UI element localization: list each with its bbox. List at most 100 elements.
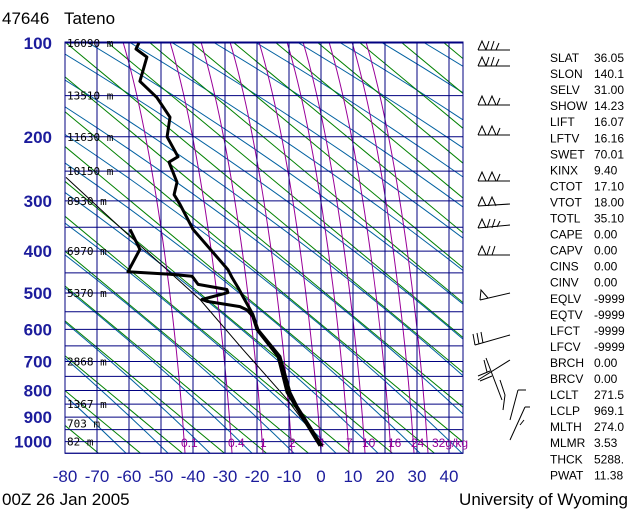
temperature-tick-label: 20 xyxy=(376,467,395,486)
wind-barb-icon xyxy=(472,331,511,346)
index-value: 0.00 xyxy=(594,260,618,274)
pressure-tick-label: 900 xyxy=(24,408,52,427)
moist-adiabat-line xyxy=(65,222,337,453)
plot-border xyxy=(64,41,464,454)
index-label: THCK xyxy=(550,452,583,466)
wind-barb-icon xyxy=(509,389,526,421)
pressure-tick-label: 600 xyxy=(24,320,52,339)
index-label: BRCH xyxy=(550,356,584,370)
index-value: 9.40 xyxy=(594,163,618,177)
index-value: 0.00 xyxy=(594,356,618,370)
temperature-tick-label: 30 xyxy=(408,467,427,486)
mixing-ratio-line xyxy=(258,42,322,453)
pressure-tick-label: 500 xyxy=(24,284,52,303)
temperature-tick-label: 10 xyxy=(344,467,363,486)
dry-adiabat-line xyxy=(274,42,463,199)
index-label: CAPE xyxy=(550,228,583,242)
height-label: 6970 m xyxy=(67,245,107,258)
index-value: 271.5 xyxy=(594,388,624,402)
index-value: 0.00 xyxy=(594,372,618,386)
pressure-axis-labels: 100 200 300 400 500 600 700 800 900 1000 xyxy=(14,34,52,452)
index-value: 11.38 xyxy=(594,468,623,482)
mixing-ratio-label: 24 xyxy=(411,436,425,450)
height-label: 10150 m xyxy=(67,165,114,178)
temperature-tick-label: -50 xyxy=(149,467,174,486)
index-label: CINS xyxy=(550,260,579,274)
wind-barb-icon xyxy=(477,170,510,182)
mixing-ratio-label: 32g/kg xyxy=(432,436,468,450)
temperature-tick-label: 40 xyxy=(440,467,459,486)
sounding-indices: SLAT 36.05 SLON 140.1 SELV 31.00 SHOW 14.23 LIFT… xyxy=(550,51,625,482)
pressure-tick-label: 200 xyxy=(24,128,52,147)
index-label: LFCT xyxy=(550,324,581,338)
dry-adiabat-line xyxy=(190,42,463,269)
moist-adiabat-line xyxy=(254,42,463,178)
moist-adiabat-line xyxy=(65,162,421,453)
index-value: 35.10 xyxy=(594,212,624,226)
wind-barb-icon xyxy=(477,217,511,229)
wind-barb-icon xyxy=(477,55,510,67)
height-label: 1367 m xyxy=(67,398,107,411)
height-label: 16090 m xyxy=(67,37,114,50)
wind-barb-icon xyxy=(477,195,511,207)
pressure-tick-label: 1000 xyxy=(14,433,52,452)
sounding-profiles xyxy=(65,42,324,447)
pressure-tick-label: 700 xyxy=(24,353,52,372)
index-value: 140.1 xyxy=(594,67,624,81)
mixing-ratio-label: 2 xyxy=(289,436,296,450)
index-value: 31.00 xyxy=(594,83,624,97)
station-id: 47646 xyxy=(2,9,49,28)
index-label: LCLT xyxy=(550,388,579,402)
pressure-tick-label: 100 xyxy=(24,34,52,53)
temperature-tick-label: -40 xyxy=(181,467,206,486)
dry-adiabat-line xyxy=(65,320,225,453)
index-value: 0.00 xyxy=(594,244,618,258)
index-value: 5288. xyxy=(594,452,624,466)
height-label: 2868 m xyxy=(67,356,107,369)
dry-adiabat-line xyxy=(65,180,393,453)
mixing-ratio-line xyxy=(169,42,233,453)
mixing-ratio-line xyxy=(302,42,366,453)
wind-barb-icon xyxy=(479,288,511,301)
index-label: BRCV xyxy=(550,372,583,386)
height-labels: 16090 m 13510 m 11630 m 10150 m 8930 m 6970 m… xyxy=(67,37,114,449)
mixing-ratio-line xyxy=(365,42,429,453)
temperature-tick-label: -70 xyxy=(85,467,110,486)
wind-barbs xyxy=(472,39,530,441)
dry-adiabat-line xyxy=(148,42,463,304)
dry-adiabat-line xyxy=(358,42,463,129)
wind-barb-icon xyxy=(477,244,510,256)
moist-adiabat-line xyxy=(170,42,463,239)
mixing-ratio-line xyxy=(200,42,264,453)
height-label: 82 m xyxy=(67,436,94,449)
dry-adiabat-line xyxy=(65,42,463,373)
height-label: 8930 m xyxy=(67,195,107,208)
index-value: 3.53 xyxy=(594,436,618,450)
background-lines xyxy=(65,42,463,453)
observation-time: 00Z 26 Jan 2005 xyxy=(2,490,130,509)
moist-adiabat-line xyxy=(65,133,463,453)
pressure-tick-label: 300 xyxy=(24,192,52,211)
moist-adiabat-line xyxy=(65,106,463,415)
index-label: MLMR xyxy=(550,436,586,450)
index-value: -9999 xyxy=(594,308,625,322)
index-value: 0.00 xyxy=(594,228,618,242)
mixing-ratio-line xyxy=(229,42,293,453)
dewpoint-line xyxy=(126,228,322,447)
index-label: KINX xyxy=(550,163,578,177)
moist-adiabat-line xyxy=(86,42,463,305)
mixing-ratio-label: 16 xyxy=(388,436,402,450)
mixing-ratio-line xyxy=(328,42,392,453)
index-label: SHOW xyxy=(550,99,588,113)
mixing-ratio-label: 1 xyxy=(260,436,267,450)
temperature-tick-label: 0 xyxy=(316,467,325,486)
moist-adiabat-line xyxy=(128,42,463,272)
index-label: CAPV xyxy=(550,244,583,258)
temperature-tick-label: -80 xyxy=(53,467,78,486)
moist-adiabat-line xyxy=(296,42,463,149)
dry-adiabat-line xyxy=(65,111,463,443)
index-label: PWAT xyxy=(550,468,584,482)
mixing-ratio-label: 0.4 xyxy=(228,436,245,450)
index-label: EQTV xyxy=(550,308,583,322)
